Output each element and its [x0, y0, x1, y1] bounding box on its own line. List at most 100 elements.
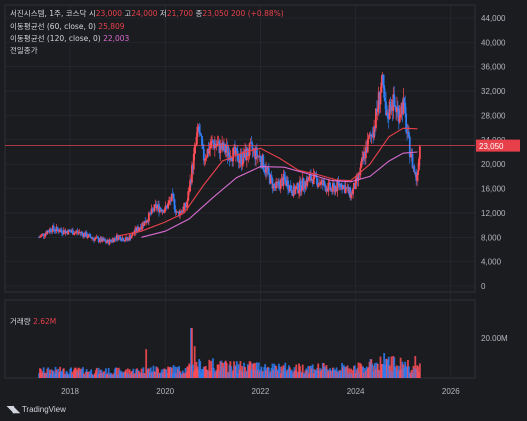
candle-body: [314, 172, 317, 174]
volume-bar: [210, 360, 213, 378]
open-value: 23,000: [95, 9, 122, 18]
y-tick-label: 16,000: [481, 185, 506, 194]
volume-bar: [349, 372, 352, 378]
ma120-label: 이동평균선 (120, close, 0): [10, 34, 101, 43]
candle-body: [337, 180, 340, 184]
volume-bar: [126, 368, 129, 378]
volume-bar: [386, 360, 389, 378]
candle-body: [374, 126, 376, 129]
candle-body: [210, 141, 213, 148]
candle-body: [139, 227, 142, 230]
volume-bar: [157, 368, 159, 378]
brand-name: TradingView: [21, 405, 66, 414]
candle-body: [92, 238, 94, 239]
volume-bar: [263, 367, 266, 378]
symbol-label[interactable]: 서진시스템, 1주, 코스닥: [10, 9, 87, 18]
volume-bar: [407, 366, 410, 378]
volume-bar: [408, 372, 411, 378]
volume-bar: [415, 368, 418, 378]
volume-bar: [396, 365, 398, 378]
ma60-legend[interactable]: 이동평균선 (60, close, 0) 25,809: [10, 21, 125, 32]
volume-bar: [264, 364, 267, 378]
candle-body: [247, 155, 250, 157]
candle-body: [163, 210, 166, 213]
candle-body: [59, 229, 62, 232]
volume-bar: [202, 366, 205, 378]
candle-body: [82, 233, 84, 237]
candle-body: [412, 166, 415, 168]
volume-legend[interactable]: 거래량 2.62M: [10, 316, 56, 327]
volume-bar: [358, 372, 361, 378]
candle-body: [411, 153, 414, 168]
volume-bar: [304, 370, 307, 378]
candle-body: [406, 131, 408, 133]
candle-body: [56, 226, 59, 230]
volume-bar: [64, 373, 67, 378]
volume-bar: [253, 362, 256, 378]
volume-bar: [373, 365, 375, 378]
close-label: 종: [195, 9, 203, 18]
volume-bar: [67, 374, 70, 378]
candle-body: [103, 239, 105, 241]
volume-bar: [410, 369, 413, 378]
candle-body: [321, 180, 324, 186]
volume-bar: [265, 370, 267, 378]
candle-body: [115, 238, 117, 240]
ma120-legend[interactable]: 이동평균선 (120, close, 0) 22,003: [10, 33, 129, 44]
tradingview-brand[interactable]: ◥◣ TradingView: [7, 404, 66, 415]
x-tick-label: 2020: [156, 387, 174, 396]
volume-bar: [235, 361, 238, 378]
candle-body: [240, 154, 243, 166]
candle-body: [83, 233, 85, 237]
candle-body: [349, 187, 352, 198]
candle-body: [87, 234, 90, 238]
candle-body: [185, 206, 188, 208]
candle-body: [228, 152, 231, 161]
volume-bar: [308, 373, 310, 378]
volume-bar: [139, 372, 142, 378]
volume-bar: [165, 369, 168, 378]
volume-bar: [293, 367, 296, 378]
candle-body: [89, 234, 92, 238]
candle-body: [263, 169, 266, 171]
candle-body: [88, 234, 91, 236]
volume-bar: [280, 366, 283, 378]
volume-bar: [278, 366, 281, 378]
volume-bar: [42, 367, 45, 378]
volume-bar: [71, 371, 73, 378]
volume-bar: [360, 364, 363, 378]
y-tick-label: 44,000: [481, 14, 506, 23]
y-tick-label: 12,000: [481, 209, 506, 218]
volume-bar: [191, 364, 194, 378]
volume-bar: [321, 362, 324, 378]
volume-bar: [413, 368, 416, 378]
volume-bar: [273, 363, 276, 378]
volume-bar: [219, 361, 222, 378]
candle-body: [364, 152, 366, 159]
volume-bar: [234, 365, 237, 378]
candle-body: [311, 179, 314, 184]
candle-body: [286, 180, 289, 186]
volume-bar: [220, 360, 223, 378]
candle-body: [77, 232, 80, 234]
volume-bar: [377, 370, 380, 378]
prev-volume-legend[interactable]: 전일종가: [10, 45, 38, 56]
volume-bar: [86, 371, 89, 378]
candle-body: [69, 230, 72, 232]
volume-bar: [129, 374, 132, 378]
high-label: 고: [124, 9, 132, 18]
candle-body: [266, 167, 268, 171]
candle-body: [73, 232, 76, 234]
volume-bar: [73, 367, 76, 378]
candle-body: [274, 186, 277, 189]
volume-bar: [226, 372, 229, 378]
volume-bar: [313, 369, 316, 378]
candle-body: [279, 179, 282, 189]
candle-body: [273, 183, 276, 187]
volume-bar: [310, 365, 312, 378]
volume-bar: [130, 371, 133, 378]
volume-bar: [300, 372, 303, 378]
volume-bar: [274, 365, 277, 378]
volume-bar: [257, 362, 260, 378]
